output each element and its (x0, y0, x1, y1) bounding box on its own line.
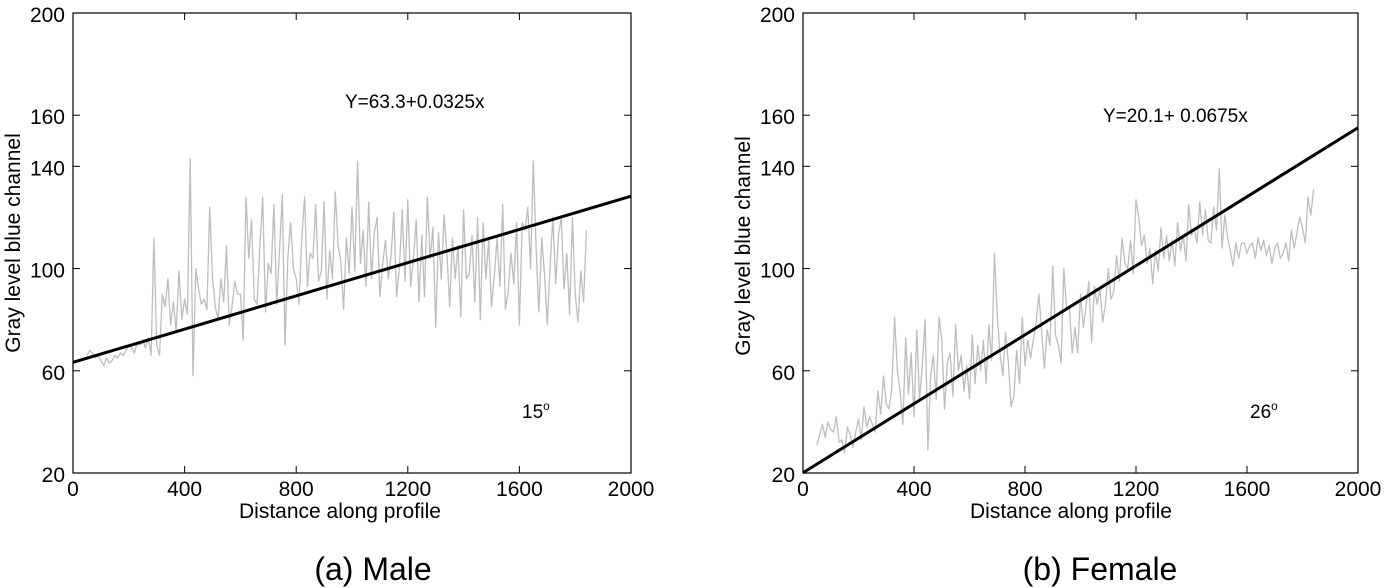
x-tick-labels: 0 400 800 1200 1600 2000 (67, 478, 654, 501)
y-axis-label: Gray level blue channel (2, 133, 25, 352)
x-tick-label: 400 (167, 478, 202, 501)
x-tick-label: 2000 (608, 478, 655, 501)
chart-female: 20 60 100 140 160 200 0 400 800 1200 1600 2000 Gra… (732, 4, 1381, 587)
x-tick-label: 0 (67, 478, 79, 501)
x-tick-label: 1200 (1113, 478, 1160, 501)
y-tick-label: 160 (30, 106, 65, 129)
plot-frame (802, 12, 1359, 474)
regression-line (72, 194, 632, 364)
regression-line (802, 126, 1359, 475)
x-tick-label: 800 (1007, 478, 1042, 501)
angle-annotation: 15o (522, 399, 550, 423)
gray-level-profile-line (816, 168, 1315, 454)
x-tick-label: 1200 (384, 478, 431, 501)
x-tick-label: 400 (896, 478, 931, 501)
y-tick-label: 140 (30, 157, 65, 180)
angle-value: 26 (1250, 402, 1271, 423)
y-tick-label: 200 (760, 4, 795, 27)
angle-unit: o (1271, 399, 1278, 413)
y-tick-label: 140 (760, 157, 795, 180)
y-tick-label: 160 (760, 106, 795, 129)
axis-ticks (72, 12, 632, 474)
y-tick-labels: 20 60 100 140 160 200 (760, 4, 795, 487)
y-tick-labels: 20 60 100 140 160 200 (30, 4, 65, 487)
chart-caption: (b) Female (1023, 551, 1178, 587)
angle-value: 15 (522, 402, 543, 423)
y-tick-label: 20 (42, 464, 65, 487)
chart-male: 20 60 100 140 160 200 0 400 800 1200 1600 2000 Gra… (2, 4, 654, 587)
x-tick-label: 2000 (1335, 478, 1382, 501)
angle-annotation: 26o (1250, 399, 1278, 423)
y-tick-label: 20 (772, 464, 795, 487)
x-tick-label: 0 (797, 478, 809, 501)
x-axis-label: Distance along profile (239, 500, 441, 523)
x-tick-label: 1600 (496, 478, 543, 501)
chart-caption: (a) Male (314, 551, 431, 587)
y-tick-label: 200 (30, 4, 65, 27)
y-tick-label: 60 (42, 362, 65, 385)
x-axis-label: Distance along profile (970, 500, 1172, 523)
y-tick-label: 100 (30, 260, 65, 283)
y-axis-label: Gray level blue channel (732, 136, 755, 355)
y-tick-label: 100 (760, 260, 795, 283)
regression-equation: Y=20.1+ 0.0675x (1103, 106, 1248, 127)
plot-frame (72, 12, 632, 474)
gray-level-profile-line (86, 158, 588, 377)
angle-unit: o (543, 399, 550, 413)
y-tick-label: 60 (772, 362, 795, 385)
x-tick-labels: 0 400 800 1200 1600 2000 (797, 478, 1381, 501)
axis-ticks (802, 12, 1359, 474)
x-tick-label: 1600 (1224, 478, 1271, 501)
x-tick-label: 800 (279, 478, 314, 501)
regression-equation: Y=63.3+0.0325x (345, 92, 485, 113)
